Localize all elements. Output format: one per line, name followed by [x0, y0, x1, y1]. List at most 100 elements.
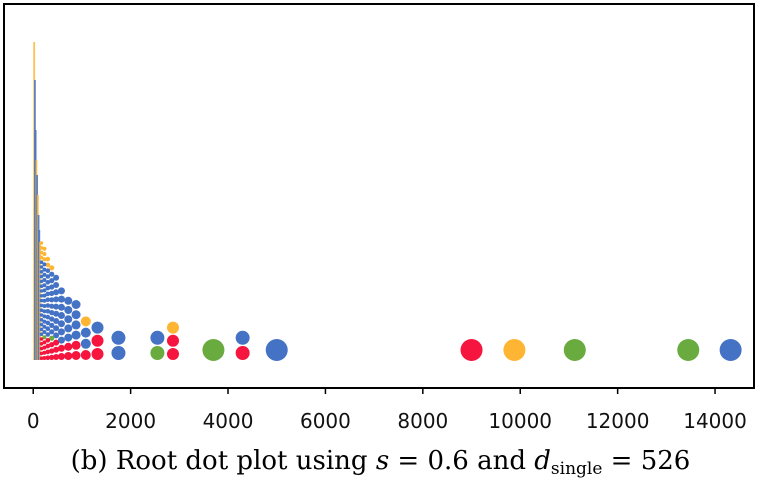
dense-column-9-dot-7	[39, 322, 44, 327]
dense-column-0-dot-2	[91, 321, 104, 334]
dense-column-7-dot-3	[45, 338, 51, 343]
dense-column-5-dot-7	[53, 303, 60, 310]
dense-column-3-dot-2	[64, 333, 73, 342]
dense-column-9-dot-23	[39, 246, 44, 250]
dense-column-9-dot-5	[39, 332, 44, 337]
dense-column-8-dot-16	[42, 272, 47, 277]
dense-column-9-dot-4	[39, 337, 44, 341]
dense-column-4-dot-6	[57, 303, 65, 311]
dot-column-2-dot-2	[166, 321, 179, 334]
dense-column-6-dot-4	[49, 329, 55, 335]
dense-column-9-dot-24	[39, 241, 44, 245]
figure-caption: (b) Root dot plot using s = 0.6 and dsin…	[0, 446, 761, 479]
dense-column-9-dot-18	[39, 270, 44, 274]
dense-column-9-dot-17	[39, 274, 44, 279]
dot-column-3-dot-0	[202, 339, 225, 361]
dense-column-1-dot-3	[80, 316, 91, 327]
dense-column-7-dot-2	[45, 343, 51, 349]
dense-column-5-dot-10	[53, 282, 60, 288]
dense-column-6-dot-9	[49, 297, 55, 303]
dense-column-2-dot-0	[71, 351, 81, 360]
dense-column-9-dot-2	[39, 346, 44, 351]
dense-column-2-dot-5	[71, 300, 81, 309]
dense-column-3-dot-4	[64, 315, 73, 324]
dot-column-8-dot-0	[563, 339, 586, 361]
dense-column-8-dot-4	[42, 335, 47, 340]
dense-column-8-dot-5	[42, 330, 47, 334]
dense-column-7-dot-9	[45, 303, 51, 308]
dot-column-0-dot-0	[111, 346, 126, 360]
dense-column-9-dot-14	[39, 289, 44, 293]
dense-column-9-dot-15	[39, 284, 44, 289]
dense-column-8-dot-18	[42, 262, 47, 267]
dense-column-8-dot-14	[42, 283, 47, 288]
x-tick-label-0: 0	[27, 409, 40, 433]
dense-column-9-dot-9	[39, 313, 44, 317]
dense-column-9-dot-16	[39, 279, 44, 284]
dense-column-8-dot-8	[42, 314, 47, 319]
dense-column-7-dot-14	[45, 274, 51, 279]
dense-column-5-dot-3	[53, 332, 60, 339]
dense-column-2-dot-1	[71, 340, 81, 350]
caption-s-variable: s	[375, 446, 390, 476]
dense-column-5-dot-8	[53, 296, 60, 303]
dense-column-7-dot-6	[45, 320, 51, 326]
dense-column-7-dot-11	[45, 291, 51, 297]
dense-column-4-dot-7	[57, 295, 65, 303]
x-tick-label-6: 12000	[586, 409, 650, 433]
dot-column-5-dot-0	[265, 339, 288, 361]
dense-column-6-dot-2	[49, 342, 55, 348]
dense-column-6-dot-11	[49, 284, 55, 290]
dense-column-5-dot-1	[53, 346, 60, 353]
dense-column-5-dot-0	[53, 354, 60, 360]
dense-column-2-dot-4	[71, 310, 81, 320]
dense-column-8-dot-9	[42, 309, 47, 314]
dot-column-0-dot-1	[111, 330, 126, 345]
dense-column-7-dot-7	[45, 314, 51, 320]
dense-column-8-dot-15	[42, 278, 47, 282]
dense-column-7-dot-1	[45, 349, 51, 355]
dense-column-0-dot-1	[91, 334, 104, 347]
dot-column-1-dot-0	[150, 346, 165, 360]
dense-column-7-dot-8	[45, 309, 51, 314]
dense-column-9-dot-20	[39, 260, 44, 265]
dense-column-8-dot-20	[42, 252, 47, 256]
dense-column-9-dot-6	[39, 327, 44, 332]
dense-column-6-dot-7	[49, 310, 55, 316]
dense-column-9-dot-13	[39, 294, 44, 298]
dense-column-4-dot-5	[57, 312, 65, 319]
dense-column-5-dot-5	[53, 318, 60, 324]
dense-column-9-dot-1	[39, 351, 44, 356]
dot-column-1-dot-1	[150, 330, 165, 345]
dense-column-4-dot-4	[57, 320, 65, 328]
dense-column-5-dot-11	[53, 274, 60, 281]
dense-column-5-dot-6	[53, 310, 60, 317]
plot-frame	[3, 3, 755, 389]
dense-column-1-dot-2	[80, 327, 91, 338]
dense-column-9-dot-19	[39, 265, 44, 269]
dense-column-5-dot-9	[53, 289, 60, 296]
dense-column-9-dot-8	[39, 318, 44, 322]
dense-column-2-dot-2	[71, 330, 81, 340]
dense-column-7-dot-17	[45, 256, 51, 262]
dense-column-8-dot-19	[42, 257, 47, 262]
dense-column-8-dot-10	[42, 304, 47, 308]
dense-column-7-dot-4	[45, 332, 51, 337]
x-tick-label-1: 2000	[105, 409, 156, 433]
dense-column-3-dot-5	[64, 306, 73, 314]
caption-prefix: (b) Root dot plot using	[70, 446, 376, 476]
dense-column-8-dot-0	[42, 356, 47, 360]
dense-column-6-dot-5	[49, 322, 55, 328]
caption-s-value: = 0.6 and	[389, 446, 535, 476]
dense-column-9-dot-10	[39, 308, 44, 313]
caption-d-value: = 526	[602, 446, 691, 476]
caption-d-variable: d	[534, 446, 551, 476]
dense-column-7-dot-16	[45, 262, 51, 268]
dense-column-6-dot-0	[49, 354, 55, 360]
dense-column-8-dot-13	[42, 288, 47, 293]
dense-column-1-dot-1	[80, 338, 91, 349]
dense-column-8-dot-1	[42, 350, 47, 355]
dense-column-8-dot-3	[42, 340, 47, 345]
dense-column-9-dot-3	[39, 342, 44, 346]
